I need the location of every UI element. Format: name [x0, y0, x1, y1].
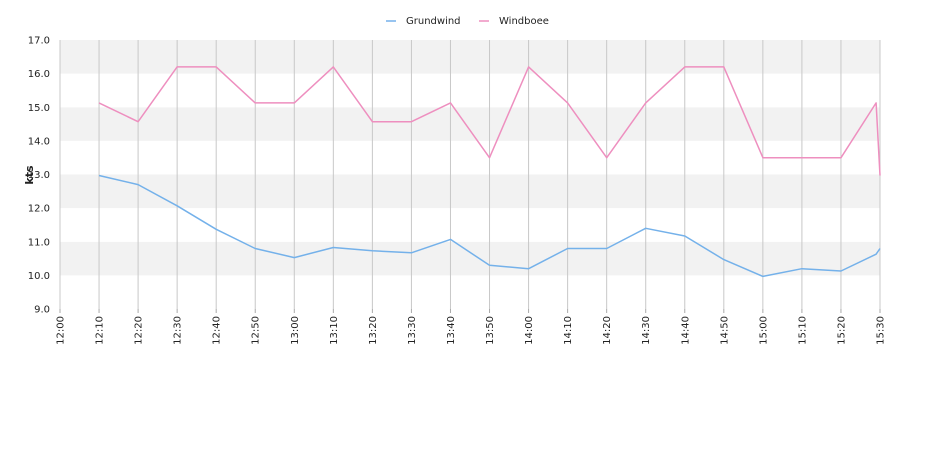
- vertical-gridlines: [59, 40, 881, 309]
- y-tick-label: 10.0: [28, 271, 50, 282]
- plot-band: [60, 107, 880, 141]
- x-tick-label: 12:40: [212, 316, 223, 345]
- series-line-windboee: [98, 66, 881, 176]
- series-line-grundwind: [98, 174, 881, 278]
- x-tick-label: 13:50: [485, 316, 496, 345]
- y-axis-title: kts: [23, 165, 36, 185]
- plot-band: [60, 73, 880, 108]
- x-tick-label: 13:00: [290, 316, 301, 345]
- plot-band: [60, 275, 880, 309]
- x-tick-label: 15:20: [836, 316, 847, 345]
- x-tick-label: 12:30: [173, 316, 184, 345]
- y-tick-label: 13.0: [28, 170, 50, 181]
- x-tick-label: 13:20: [368, 316, 379, 345]
- x-tick-label: 13:40: [446, 316, 457, 345]
- x-axis-ticks: 12:00 12:10 12:20 12:30 12:40 12:50 13:00 13:10…: [56, 309, 887, 345]
- y-tick-label: 14.0: [28, 136, 50, 147]
- x-tick-label: 14:00: [524, 316, 535, 345]
- y-tick-label: 17.0: [28, 36, 50, 47]
- y-tick-label: 12.0: [28, 204, 50, 215]
- plot-band: [60, 174, 880, 209]
- x-tick-label: 14:30: [641, 316, 652, 345]
- plot-band: [60, 140, 880, 175]
- x-tick-label: 12:10: [95, 316, 106, 345]
- x-tick-label: 15:10: [797, 316, 808, 345]
- x-tick-label: 14:10: [563, 316, 574, 345]
- x-tick-label: 13:30: [407, 316, 418, 345]
- y-tick-label: 15.0: [28, 103, 50, 114]
- x-tick-label: 15:30: [876, 316, 887, 345]
- y-tick-label: 11.0: [28, 237, 50, 248]
- y-tick-label: 9.0: [34, 305, 50, 316]
- plot-background-bands: [60, 40, 880, 309]
- x-tick-label: 12:20: [134, 316, 145, 345]
- x-tick-label: 14:40: [680, 316, 691, 345]
- x-tick-label: 13:10: [329, 316, 340, 345]
- series-lines: [98, 66, 881, 278]
- legend-label-grundwind: Grundwind: [406, 16, 461, 27]
- plot-band: [60, 241, 880, 276]
- y-axis-ticks: 9.0 10.0 11.0 12.0 13.0 14.0 15.0 16.0 17.0: [28, 36, 50, 316]
- x-tick-label: 12:50: [251, 316, 262, 345]
- x-tick-label: 15:00: [758, 316, 769, 345]
- x-tick-label: 14:20: [602, 316, 613, 345]
- legend: Grundwind Windboee: [386, 16, 549, 27]
- plot-band: [60, 208, 880, 242]
- plot-band: [60, 40, 880, 74]
- x-tick-label: 12:00: [56, 316, 67, 345]
- x-tick-label: 14:50: [719, 316, 730, 345]
- y-tick-label: 16.0: [28, 69, 50, 80]
- legend-label-windboee: Windboee: [499, 16, 549, 27]
